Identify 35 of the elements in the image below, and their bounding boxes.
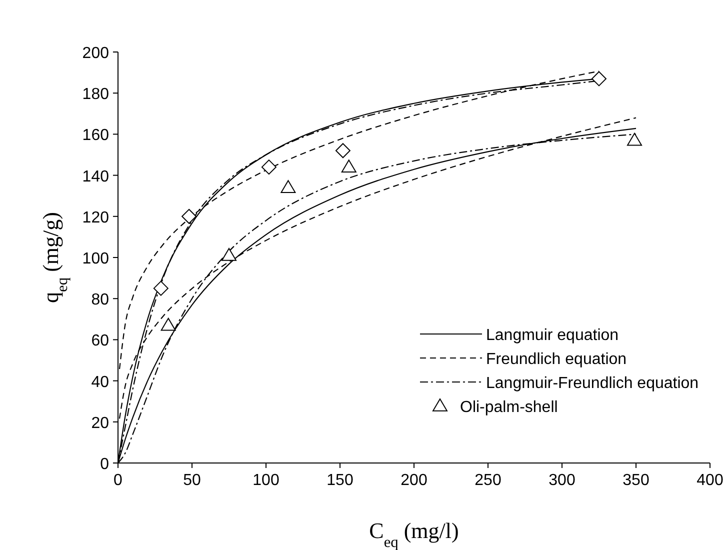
y-tick-label: 80 <box>91 292 110 309</box>
x-tick-label: 150 <box>326 472 354 489</box>
x-tick-label: 300 <box>548 472 576 489</box>
point <box>182 208 197 224</box>
y-tick-label: 100 <box>82 250 110 268</box>
y-tick-label: 140 <box>82 168 110 186</box>
point <box>335 143 350 158</box>
x-tick-label: 100 <box>252 472 280 489</box>
point <box>592 71 606 86</box>
x-tick-label: 400 <box>696 472 724 489</box>
point <box>627 132 642 146</box>
legend-label: Oli-palm-shell <box>460 399 558 416</box>
y-tick-label: 200 <box>82 45 110 62</box>
x-tick-label: 200 <box>400 472 428 489</box>
y-tick-label: 60 <box>91 332 110 350</box>
y-tick-label: 160 <box>82 127 110 144</box>
y-tick-label: 180 <box>82 86 110 104</box>
x-tick-label: 50 <box>183 472 201 489</box>
x-axis-title: C$_{eq}$ (mg/l) <box>369 518 459 550</box>
point <box>341 160 356 172</box>
point <box>280 180 296 194</box>
x-tick-label: 250 <box>474 472 502 489</box>
legend-label: Langmuir equation <box>486 327 619 344</box>
point <box>160 318 176 331</box>
x-tick-label: 350 <box>622 472 650 489</box>
legend-label: Freundlich equation <box>486 351 627 368</box>
y-tick-label: 0 <box>100 456 110 473</box>
y-tick-label: 40 <box>91 374 110 391</box>
point <box>222 248 236 261</box>
y-tick-label: 20 <box>91 414 110 432</box>
x-tick-label: 0 <box>114 472 123 489</box>
legend-label: Langmuir-Freundlich equation <box>486 375 699 392</box>
point <box>261 160 276 175</box>
point <box>153 280 168 296</box>
y-tick-label: 120 <box>82 209 110 226</box>
